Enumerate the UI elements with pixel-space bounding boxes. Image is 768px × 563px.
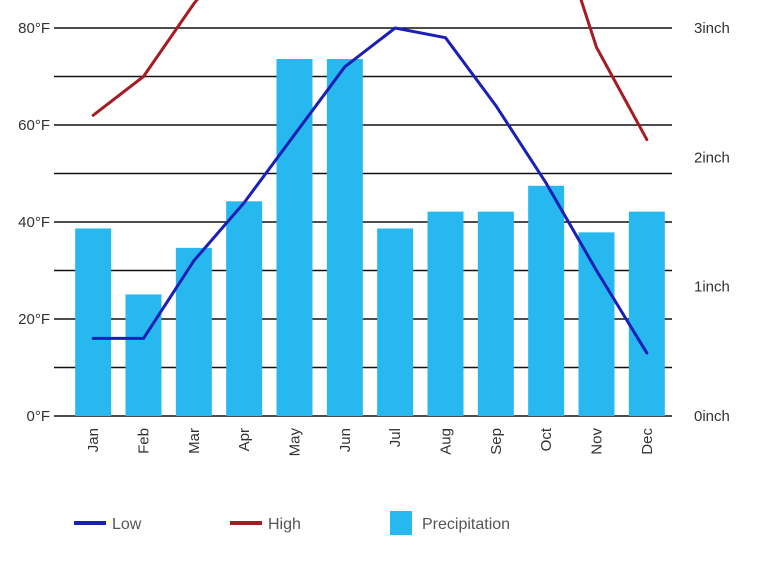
right-axis-tick-label: 3inch bbox=[694, 20, 730, 37]
left-axis-tick-label: 80°F bbox=[18, 20, 50, 37]
precipitation-bar bbox=[377, 228, 414, 416]
precipitation-bar bbox=[427, 211, 464, 416]
right-axis-tick-label: 1inch bbox=[694, 279, 730, 296]
x-axis-tick-label: May bbox=[287, 428, 304, 457]
legend-swatch-precipitation bbox=[390, 511, 412, 535]
left-axis-tick-label: 60°F bbox=[18, 117, 50, 134]
legend-label: Low bbox=[112, 516, 142, 533]
precipitation-bar bbox=[125, 294, 162, 416]
precipitation-bar bbox=[628, 211, 665, 416]
temperature-lines bbox=[91, 0, 649, 355]
legend-label: High bbox=[268, 516, 301, 533]
precipitation-bar bbox=[578, 232, 615, 416]
left-axis-tick-label: 0°F bbox=[26, 408, 50, 425]
legend: Low High Precipitation bbox=[74, 511, 510, 535]
precipitation-bar bbox=[75, 228, 112, 416]
x-axis-tick-label: Oct bbox=[538, 427, 555, 451]
x-axis-tick-label: Sep bbox=[488, 428, 505, 455]
right-axis-tick-label: 2inch bbox=[694, 149, 730, 166]
precipitation-bars bbox=[75, 59, 665, 416]
precipitation-bar bbox=[477, 211, 514, 416]
x-axis-labels: Jan Feb Mar Apr May Jun Jul Aug Sep Oct Nov Dec bbox=[85, 427, 656, 456]
precipitation-bar bbox=[175, 247, 212, 416]
x-axis-tick-label: Feb bbox=[136, 428, 153, 454]
precipitation-bar bbox=[528, 185, 565, 416]
left-axis-ticks: 0°F 20°F 40°F 60°F 80°F bbox=[18, 20, 50, 425]
x-axis-tick-label: Nov bbox=[589, 428, 606, 455]
x-axis-tick-label: Jan bbox=[85, 428, 102, 452]
precipitation-bar bbox=[276, 59, 313, 416]
precipitation-bar bbox=[326, 59, 363, 416]
left-axis-tick-label: 20°F bbox=[18, 311, 50, 328]
x-axis-tick-label: Jun bbox=[337, 428, 354, 452]
precipitation-bar bbox=[226, 201, 263, 416]
x-axis-tick-label: Jul bbox=[387, 428, 404, 447]
x-axis-tick-label: Dec bbox=[639, 428, 656, 455]
legend-label: Precipitation bbox=[422, 516, 510, 533]
low-temperature-line bbox=[91, 26, 649, 355]
x-axis-tick-label: Apr bbox=[236, 428, 253, 451]
right-axis-ticks: 0inch 1inch 2inch 3inch bbox=[694, 20, 730, 425]
right-axis-tick-label: 0inch bbox=[694, 408, 730, 425]
high-temperature-line bbox=[91, 0, 649, 142]
x-axis-tick-label: Aug bbox=[438, 428, 455, 455]
left-axis-tick-label: 40°F bbox=[18, 214, 50, 231]
x-axis-tick-label: Mar bbox=[186, 428, 203, 454]
